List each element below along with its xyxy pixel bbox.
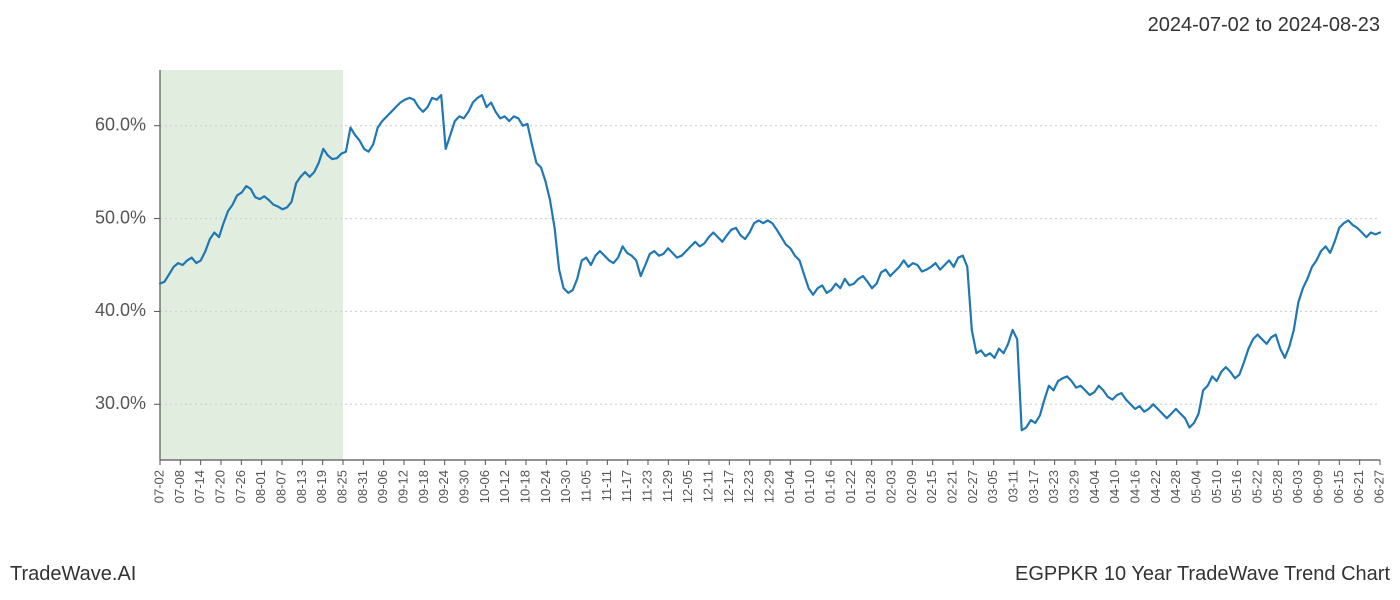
svg-text:06-15: 06-15 — [1331, 470, 1346, 503]
svg-text:09-18: 09-18 — [416, 470, 431, 503]
svg-text:11-05: 11-05 — [578, 470, 593, 502]
svg-text:08-01: 08-01 — [253, 470, 268, 503]
svg-text:04-04: 04-04 — [1087, 470, 1102, 503]
svg-text:08-13: 08-13 — [294, 470, 309, 503]
svg-text:12-17: 12-17 — [721, 470, 736, 503]
svg-text:08-25: 08-25 — [334, 470, 349, 503]
svg-text:09-30: 09-30 — [456, 470, 471, 503]
svg-text:07-26: 07-26 — [233, 470, 248, 503]
brand-label: TradeWave.AI — [10, 563, 136, 586]
svg-text:40.0%: 40.0% — [95, 300, 146, 320]
svg-text:01-28: 01-28 — [863, 470, 878, 503]
svg-text:03-05: 03-05 — [985, 470, 1000, 503]
svg-text:10-06: 10-06 — [477, 470, 492, 503]
svg-text:07-20: 07-20 — [212, 470, 227, 503]
svg-text:10-18: 10-18 — [517, 470, 532, 503]
svg-text:05-10: 05-10 — [1209, 470, 1224, 503]
svg-text:11-11: 11-11 — [599, 470, 614, 501]
svg-text:10-12: 10-12 — [497, 470, 512, 503]
svg-text:04-16: 04-16 — [1127, 470, 1142, 503]
svg-text:06-03: 06-03 — [1290, 470, 1305, 503]
svg-text:12-29: 12-29 — [761, 470, 776, 503]
svg-text:06-21: 06-21 — [1351, 470, 1366, 503]
svg-text:06-09: 06-09 — [1310, 470, 1325, 503]
date-range-label: 2024-07-02 to 2024-08-23 — [1148, 14, 1380, 37]
svg-text:08-31: 08-31 — [355, 470, 370, 503]
svg-text:06-27: 06-27 — [1371, 470, 1386, 503]
svg-text:05-22: 05-22 — [1249, 470, 1264, 503]
svg-text:07-02: 07-02 — [151, 470, 166, 503]
svg-text:30.0%: 30.0% — [95, 393, 146, 413]
svg-text:07-14: 07-14 — [192, 470, 207, 503]
svg-text:03-17: 03-17 — [1026, 470, 1041, 503]
svg-text:02-09: 02-09 — [904, 470, 919, 503]
svg-text:04-10: 04-10 — [1107, 470, 1122, 503]
svg-text:08-19: 08-19 — [314, 470, 329, 503]
svg-text:10-30: 10-30 — [558, 470, 573, 503]
svg-text:01-04: 01-04 — [782, 470, 797, 503]
svg-text:12-05: 12-05 — [680, 470, 695, 503]
svg-text:11-23: 11-23 — [639, 470, 654, 502]
svg-text:01-10: 01-10 — [802, 470, 817, 503]
svg-text:02-27: 02-27 — [965, 470, 980, 503]
svg-text:02-21: 02-21 — [944, 470, 959, 503]
svg-text:02-15: 02-15 — [924, 470, 939, 503]
svg-text:03-23: 03-23 — [1046, 470, 1061, 503]
chart-container: 2024-07-02 to 2024-08-23 30.0% 40.0% 50.0%… — [0, 0, 1400, 600]
svg-text:03-29: 03-29 — [1066, 470, 1081, 503]
svg-text:05-28: 05-28 — [1270, 470, 1285, 503]
svg-text:11-29: 11-29 — [660, 470, 675, 502]
svg-text:02-03: 02-03 — [883, 470, 898, 503]
chart-title: EGPPKR 10 Year TradeWave Trend Chart — [1015, 563, 1390, 586]
svg-text:07-08: 07-08 — [172, 470, 187, 503]
svg-text:09-06: 09-06 — [375, 470, 390, 503]
svg-text:01-16: 01-16 — [822, 470, 837, 503]
svg-text:09-24: 09-24 — [436, 470, 451, 503]
svg-text:12-23: 12-23 — [741, 470, 756, 503]
svg-text:05-16: 05-16 — [1229, 470, 1244, 503]
svg-text:05-04: 05-04 — [1188, 470, 1203, 503]
svg-text:09-12: 09-12 — [395, 470, 410, 503]
svg-text:50.0%: 50.0% — [95, 207, 146, 227]
svg-text:10-24: 10-24 — [538, 470, 553, 503]
trend-chart: 30.0% 40.0% 50.0% 60.0% 07-02 07-08 07-14 07-20… — [0, 60, 1400, 540]
svg-text:04-28: 04-28 — [1168, 470, 1183, 503]
svg-text:12-11: 12-11 — [700, 470, 715, 502]
svg-text:01-22: 01-22 — [843, 470, 858, 503]
svg-text:08-07: 08-07 — [273, 470, 288, 503]
svg-text:03-11: 03-11 — [1005, 470, 1020, 502]
svg-text:04-22: 04-22 — [1148, 470, 1163, 503]
svg-text:11-17: 11-17 — [619, 470, 634, 502]
svg-text:60.0%: 60.0% — [95, 114, 146, 134]
